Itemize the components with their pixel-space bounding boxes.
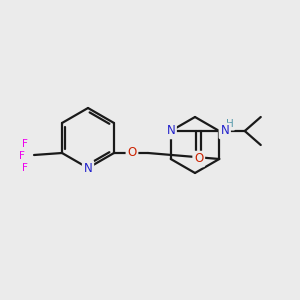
Text: N: N — [167, 124, 175, 137]
Text: F: F — [22, 163, 28, 173]
Text: O: O — [128, 146, 136, 160]
Text: F: F — [19, 151, 25, 161]
Text: N: N — [84, 161, 92, 175]
Text: N: N — [220, 124, 229, 137]
Text: H: H — [226, 119, 234, 129]
Text: O: O — [194, 152, 203, 166]
Text: F: F — [22, 139, 28, 149]
